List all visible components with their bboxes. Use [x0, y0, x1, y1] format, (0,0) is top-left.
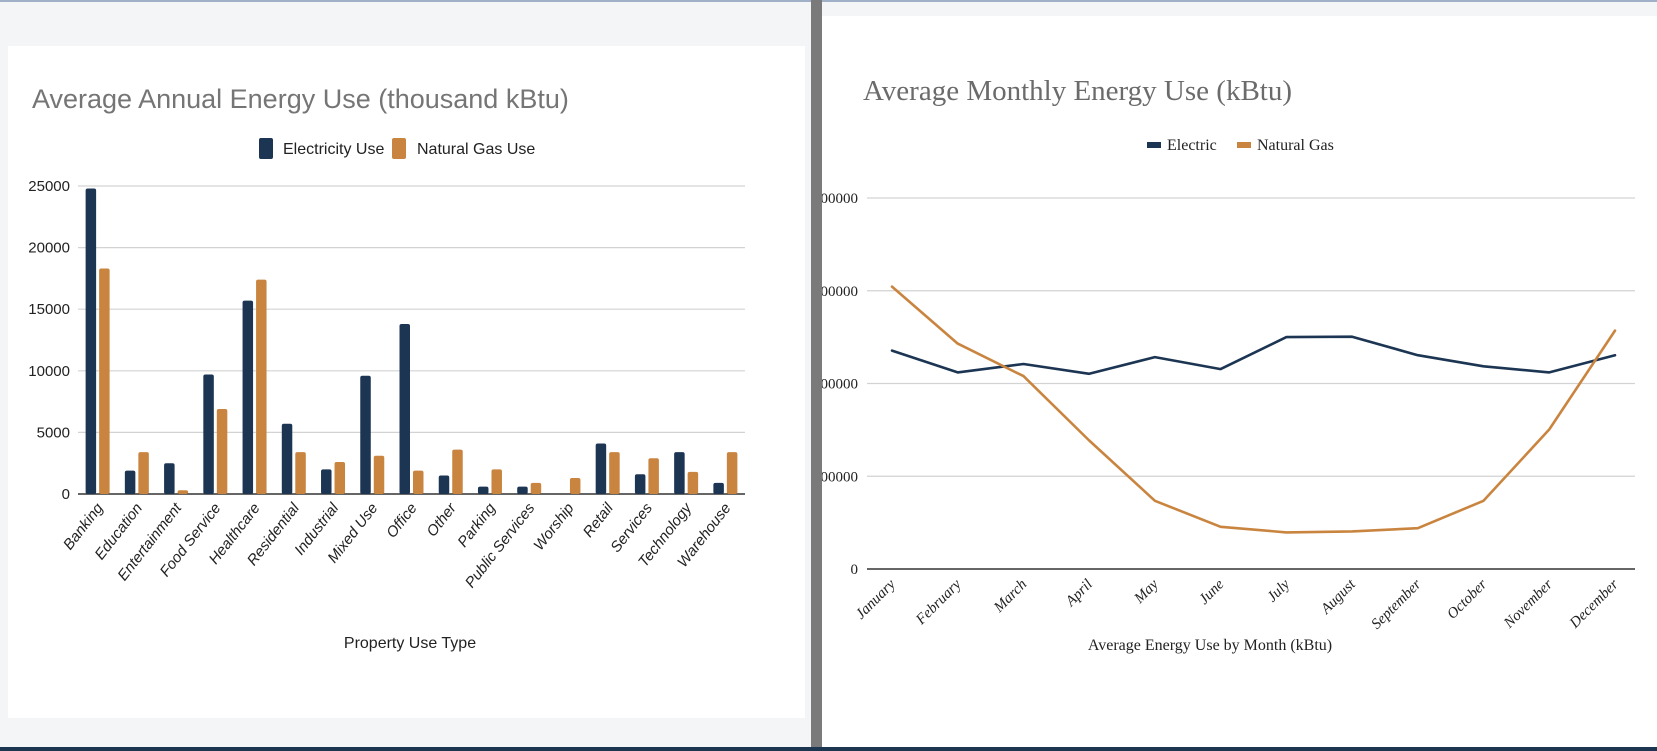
bar-electricity-food-service: [203, 374, 214, 494]
bar-chart-title: Average Annual Energy Use (thousand kBtu…: [32, 84, 569, 114]
left-chart-panel: Average Annual Energy Use (thousand kBtu…: [0, 2, 811, 747]
y-tick-label: 0: [851, 562, 859, 578]
line-chart-legend: Electric Natural Gas: [1147, 137, 1334, 154]
top-border: [0, 0, 1657, 2]
bar-electricity-education: [124, 470, 136, 494]
bar-chart-y-axis: 0 5000 10000 15000 20000 25000: [28, 178, 70, 503]
x-tick-label-january: January: [853, 576, 899, 622]
x-tick-label-february: February: [912, 576, 964, 628]
line-chart-x-axis-title: Average Energy Use by Month (kBtu): [1088, 637, 1332, 654]
bar-natural-gas-technology: [687, 471, 699, 494]
bar-electricity-residential: [281, 423, 293, 494]
bar-electricity-services: [634, 474, 646, 494]
bar-natural-gas-worship: [569, 477, 581, 494]
bar-natural-gas-industrial: [334, 461, 346, 494]
bar-electricity-industrial: [321, 469, 332, 494]
x-tick-label-june: June: [1196, 576, 1228, 608]
legend-label-electricity: Electricity Use: [283, 141, 384, 158]
y-tick-label: 25000: [28, 178, 70, 195]
bar-electricity-healthcare: [242, 300, 254, 494]
legend-label-natural-gas: Natural Gas Use: [417, 141, 535, 158]
bar-natural-gas-public-services: [530, 482, 542, 494]
series-line-electric: [890, 335, 1617, 376]
bar-natural-gas-banking: [99, 268, 110, 494]
x-tick-label-office: Office: [383, 500, 421, 541]
x-tick-label-worship: Worship: [530, 500, 577, 554]
bar-natural-gas-other: [452, 449, 463, 494]
bar-electricity-office: [399, 323, 410, 494]
bar-natural-gas-residential: [295, 452, 306, 494]
x-tick-label-retail: Retail: [580, 499, 617, 540]
line-chart-y-axis: 0 200000 400000 600000 800000: [822, 191, 858, 578]
right-chart-panel: Average Monthly Energy Use (kBtu) Electr…: [822, 2, 1657, 747]
bar-electricity-retail: [595, 443, 607, 494]
bar-natural-gas-food-service: [216, 408, 228, 494]
legend-swatch-electricity: [259, 138, 273, 159]
bar-natural-gas-parking: [491, 469, 502, 494]
y-tick-label: 0: [62, 486, 70, 503]
legend-swatch-natural-gas: [392, 138, 406, 159]
y-tick-label: 200000: [822, 469, 858, 485]
bar-chart-bars: [85, 188, 738, 495]
legend-swatch-electric: [1147, 142, 1161, 148]
line-chart-x-axis: January February March April May June July Augu…: [853, 576, 1622, 633]
x-tick-label-april: April: [1062, 577, 1096, 611]
line-chart-card: Average Monthly Energy Use (kBtu) Electr…: [822, 16, 1657, 747]
bar-natural-gas-mixed-use: [373, 455, 385, 494]
bar-natural-gas-services: [648, 458, 659, 494]
bar-natural-gas-entertainment: [177, 490, 189, 494]
y-tick-label: 15000: [28, 301, 70, 318]
x-tick-label-october: October: [1444, 576, 1490, 622]
line-chart: Average Monthly Energy Use (kBtu) Electr…: [822, 75, 1635, 654]
line-chart-title: Average Monthly Energy Use (kBtu): [863, 75, 1292, 107]
bar-electricity-banking: [85, 188, 97, 495]
x-tick-label-september: September: [1369, 576, 1425, 632]
x-tick-label-december: December: [1566, 576, 1622, 632]
x-tick-label-may: May: [1131, 576, 1162, 607]
y-tick-label: 600000: [822, 284, 858, 300]
y-tick-label: 20000: [28, 240, 70, 257]
series-line-natural-gas: [890, 285, 1617, 534]
x-tick-label-august: August: [1317, 576, 1359, 618]
x-tick-label-march: March: [990, 577, 1030, 617]
x-tick-label-other: Other: [423, 499, 460, 540]
y-tick-label: 5000: [37, 424, 70, 441]
panel-divider: [811, 0, 822, 747]
x-tick-label-public-services: Public Services: [462, 500, 539, 592]
bar-chart-x-axis-title: Property Use Type: [344, 635, 476, 652]
bar-chart-gridlines: [78, 185, 745, 495]
legend-label-electric: Electric: [1167, 137, 1217, 154]
legend-label-natural-gas-line: Natural Gas: [1257, 137, 1334, 154]
line-chart-series: [890, 285, 1617, 534]
bar-electricity-technology: [674, 452, 685, 494]
bar-electricity-mixed-use: [360, 375, 371, 494]
bar-natural-gas-office: [413, 470, 424, 494]
bottom-border: [0, 747, 1657, 751]
x-tick-label-november: November: [1500, 576, 1556, 632]
bar-natural-gas-retail: [609, 452, 620, 494]
y-tick-label: 10000: [28, 363, 70, 380]
y-tick-label: 400000: [822, 377, 858, 393]
line-chart-gridlines: [867, 197, 1635, 570]
bar-natural-gas-education: [138, 452, 149, 494]
bar-natural-gas-healthcare: [256, 279, 267, 494]
legend-swatch-natural-gas-line: [1237, 142, 1251, 148]
x-tick-label-july: July: [1264, 576, 1293, 605]
bar-chart-card: Average Annual Energy Use (thousand kBtu…: [8, 46, 805, 718]
bar-electricity-warehouse: [713, 482, 724, 494]
bar-chart: Average Annual Energy Use (thousand kBtu…: [28, 84, 745, 652]
bar-chart-legend: Electricity Use Natural Gas Use: [259, 138, 535, 159]
y-tick-label: 800000: [822, 191, 858, 207]
bar-electricity-entertainment: [164, 463, 175, 494]
bar-electricity-other: [438, 475, 450, 494]
bar-natural-gas-warehouse: [726, 452, 738, 494]
bar-electricity-parking: [477, 486, 489, 494]
bar-electricity-public-services: [517, 486, 528, 494]
